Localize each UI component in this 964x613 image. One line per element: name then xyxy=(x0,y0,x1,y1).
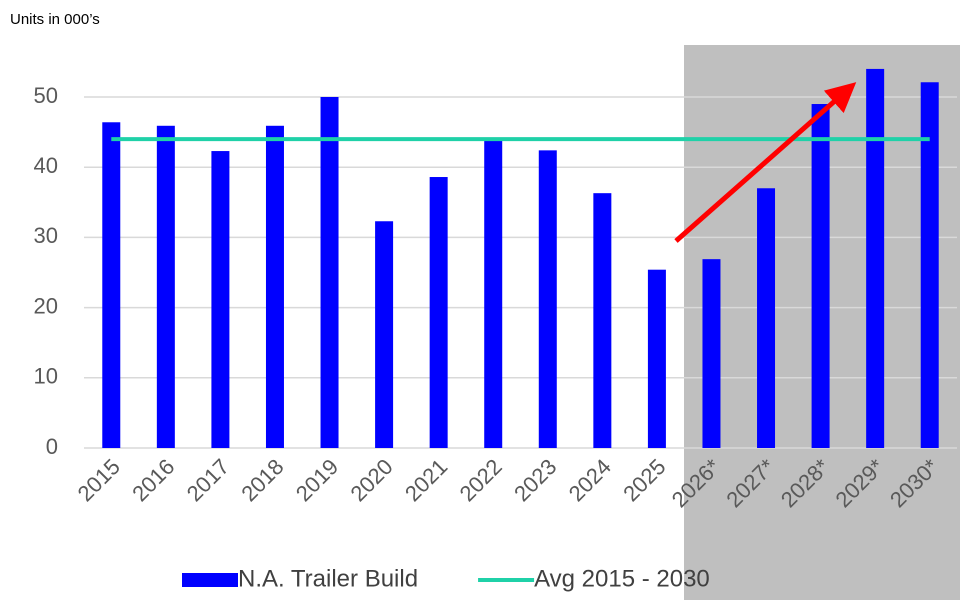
legend-label: Avg 2015 - 2030 xyxy=(534,565,710,592)
bar xyxy=(484,139,503,448)
x-tick-label: 2016 xyxy=(127,454,179,506)
bar xyxy=(375,221,394,448)
x-tick-label: 2024 xyxy=(564,454,616,506)
subtitle: Units in 000’s xyxy=(10,11,100,28)
bar xyxy=(265,125,284,449)
bar xyxy=(156,125,175,449)
bar xyxy=(211,151,230,448)
x-tick-label: 2022 xyxy=(455,454,507,506)
bar xyxy=(102,122,121,448)
x-tick-label: 2021 xyxy=(400,454,452,506)
y-tick-label: 50 xyxy=(34,83,58,108)
legend-label: N.A. Trailer Build xyxy=(238,565,418,592)
x-tick-label: 2025 xyxy=(618,454,670,506)
bar xyxy=(757,188,776,448)
bar xyxy=(866,68,885,449)
bar xyxy=(702,259,721,448)
x-tick-label: 2015 xyxy=(73,454,125,506)
trend-arrow xyxy=(674,82,857,243)
bar xyxy=(920,82,939,449)
bar xyxy=(429,177,448,448)
y-tick-label: 20 xyxy=(34,293,58,318)
x-tick-label: 2018 xyxy=(236,454,288,506)
bar xyxy=(320,97,339,448)
y-tick-label: 30 xyxy=(34,223,58,248)
y-tick-label: 40 xyxy=(34,153,58,178)
bar xyxy=(593,193,612,448)
x-tick-label: 2017 xyxy=(182,454,234,506)
bar xyxy=(647,269,666,448)
bar xyxy=(538,150,557,449)
x-tick-label: 2023 xyxy=(509,454,561,506)
legend-swatch xyxy=(182,573,238,587)
x-tick-label: 2019 xyxy=(291,454,343,506)
y-tick-label: 10 xyxy=(34,364,58,389)
bar xyxy=(811,104,830,449)
y-tick-label: 0 xyxy=(46,434,58,459)
x-tick-label: 2020 xyxy=(345,454,397,506)
